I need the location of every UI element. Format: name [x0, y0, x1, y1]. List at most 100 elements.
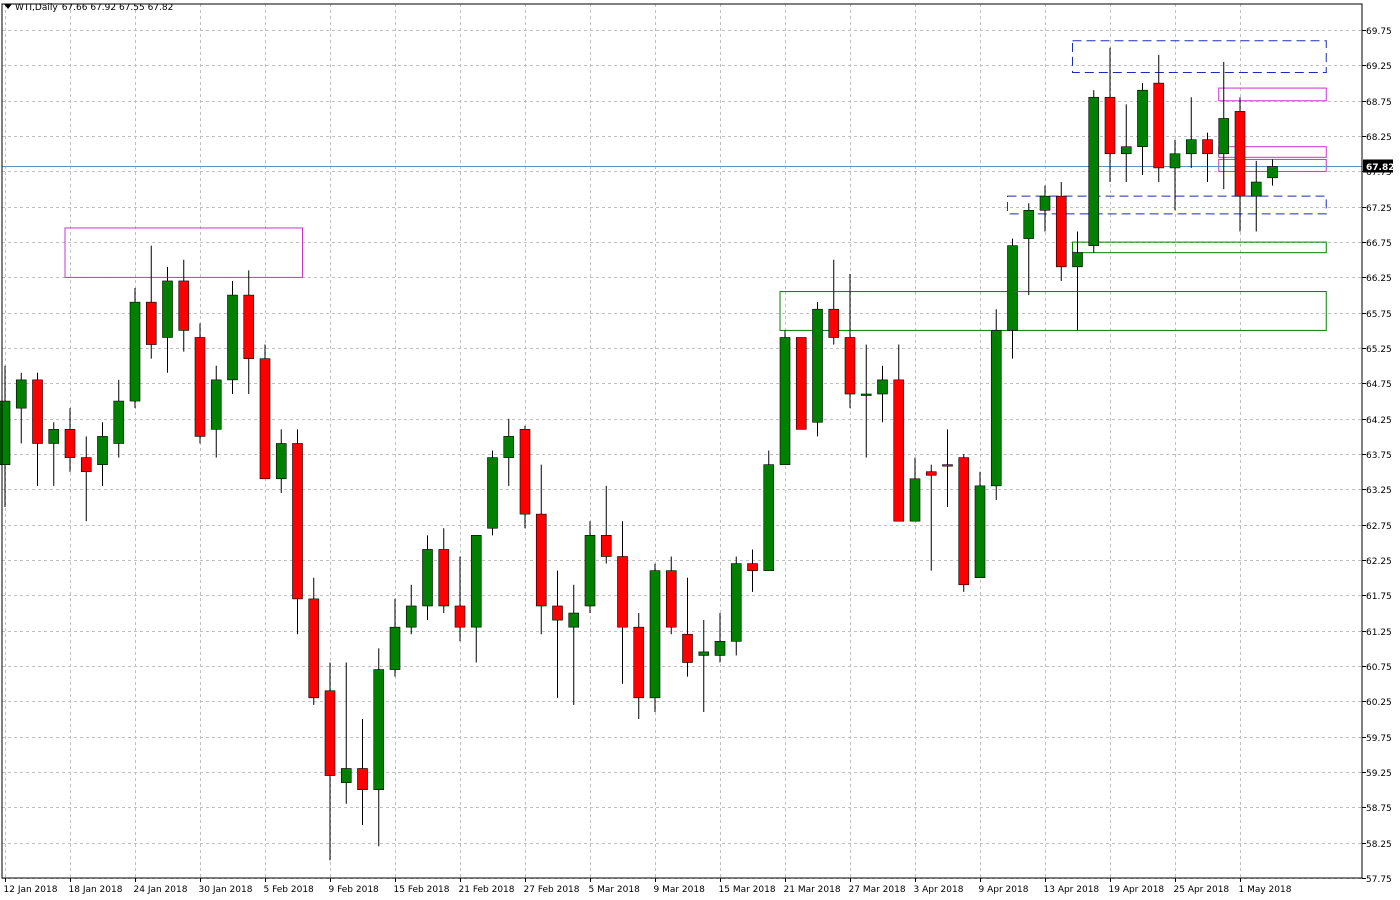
- bull-candle: [1250, 181, 1262, 197]
- bull-candle: [1039, 195, 1051, 211]
- x-tick-label: 9 Feb 2018: [329, 885, 380, 895]
- bear-candle: [925, 471, 937, 476]
- y-tick-label: 59.25: [1366, 769, 1392, 779]
- x-tick-label: 24 Jan 2018: [134, 885, 188, 895]
- y-tick-label: 64.75: [1366, 380, 1392, 390]
- y-tick-label: 62.75: [1366, 522, 1392, 532]
- bull-candle: [503, 436, 515, 458]
- bull-candle: [1072, 252, 1083, 268]
- bear-candle: [259, 358, 271, 480]
- dashed-zone: [1007, 195, 1327, 215]
- bear-candle: [178, 280, 190, 331]
- bull-candle: [990, 330, 1002, 487]
- bull-candle: [568, 612, 580, 628]
- y-tick-label: 61.75: [1366, 592, 1392, 602]
- bear-candle: [633, 626, 645, 699]
- y-tick-label: 60.25: [1366, 698, 1392, 708]
- bull-candle: [1137, 89, 1148, 148]
- x-tick-label: 9 Apr 2018: [979, 885, 1029, 895]
- bear-candle: [32, 379, 43, 444]
- bear-candle: [1153, 82, 1165, 169]
- bear-candle: [747, 563, 758, 571]
- x-tick-label: 13 Apr 2018: [1044, 885, 1100, 895]
- bull-candle: [942, 464, 953, 467]
- bull-candle: [714, 641, 726, 656]
- bull-candle: [974, 485, 986, 579]
- y-tick-label: 57.75: [1366, 875, 1392, 885]
- y-tick-label: 68.25: [1366, 133, 1392, 143]
- bear-candle: [535, 513, 547, 607]
- bull-candle: [48, 429, 60, 444]
- bull-candle: [405, 605, 417, 628]
- bull-candle: [909, 478, 921, 522]
- plot-border: [1, 3, 1363, 879]
- x-tick-label: 27 Mar 2018: [849, 885, 906, 895]
- x-tick-label: 12 Jan 2018: [4, 885, 58, 895]
- bull-candle: [1088, 96, 1100, 246]
- bull-candle: [129, 301, 141, 402]
- bear-candle: [292, 443, 303, 600]
- bull-candle: [1267, 166, 1278, 179]
- dropdown-arrow-icon[interactable]: [4, 4, 12, 9]
- price-tag-bg: [1363, 159, 1393, 173]
- y-tick-label: 58.25: [1366, 840, 1392, 850]
- bear-candle: [552, 605, 563, 621]
- y-tick-label: 58.75: [1366, 804, 1392, 814]
- ohlc-readout: 67.66 67.92 67.55 67.82: [61, 3, 174, 13]
- y-tick-label: 67.25: [1366, 204, 1392, 214]
- bull-candle: [470, 535, 482, 628]
- bull-candle: [487, 457, 498, 529]
- supply-zone: [1218, 87, 1327, 102]
- x-tick-label: 3 Apr 2018: [914, 885, 964, 895]
- x-tick-label: 21 Mar 2018: [784, 885, 841, 895]
- bull-candle: [730, 563, 742, 642]
- x-tick-label: 21 Feb 2018: [459, 885, 515, 895]
- bull-candle: [422, 549, 433, 607]
- y-tick-label: 62.25: [1366, 557, 1392, 567]
- bull-candle: [779, 337, 791, 465]
- bull-candle: [373, 669, 385, 790]
- bull-candle: [877, 379, 888, 395]
- x-tick-label: 15 Mar 2018: [719, 885, 776, 895]
- bull-candle: [1169, 153, 1181, 169]
- bear-candle: [844, 337, 856, 395]
- bull-candle: [1120, 146, 1132, 155]
- x-tick-label: 5 Mar 2018: [589, 885, 641, 895]
- bear-candle: [617, 556, 628, 628]
- grid: [2, 4, 1362, 879]
- bull-candle: [1185, 139, 1197, 155]
- bear-candle: [243, 294, 255, 359]
- bull-candle: [584, 535, 596, 607]
- bull-candle: [860, 393, 872, 396]
- bull-candle: [649, 570, 661, 699]
- symbol-label: WTI,Daily: [15, 3, 58, 13]
- y-tick-label: 63.25: [1366, 486, 1392, 496]
- bull-candle: [763, 464, 775, 571]
- y-tick-label: 60.75: [1366, 663, 1392, 673]
- x-tick-label: 30 Jan 2018: [199, 885, 253, 895]
- chart-info-header: WTI,Daily 67.66 67.92 67.55 67.82: [4, 3, 177, 13]
- bear-candle: [893, 379, 905, 522]
- current-price-label: 67.82: [1366, 163, 1394, 173]
- bear-candle: [682, 633, 693, 663]
- x-tick-label: 5 Feb 2018: [264, 885, 315, 895]
- y-tick-label: 68.75: [1366, 98, 1392, 108]
- dashed-zone: [1072, 40, 1327, 74]
- bull-candle: [113, 400, 125, 444]
- bear-candle: [324, 690, 336, 776]
- bull-candle: [1007, 245, 1018, 331]
- y-tick-label: 63.75: [1366, 451, 1392, 461]
- bear-candle: [519, 429, 531, 515]
- y-tick-label: 66.75: [1366, 239, 1392, 249]
- bull-candle: [275, 443, 287, 480]
- bull-candle: [210, 379, 222, 430]
- x-tick-label: 9 Mar 2018: [654, 885, 706, 895]
- candles-layer: [0, 47, 1278, 861]
- demand-zone: [1072, 241, 1327, 254]
- y-tick-label: 65.25: [1366, 345, 1392, 355]
- bear-candle: [958, 457, 970, 586]
- x-tick-label: 18 Jan 2018: [69, 885, 123, 895]
- bear-candle: [357, 768, 368, 790]
- bear-candle: [145, 301, 157, 345]
